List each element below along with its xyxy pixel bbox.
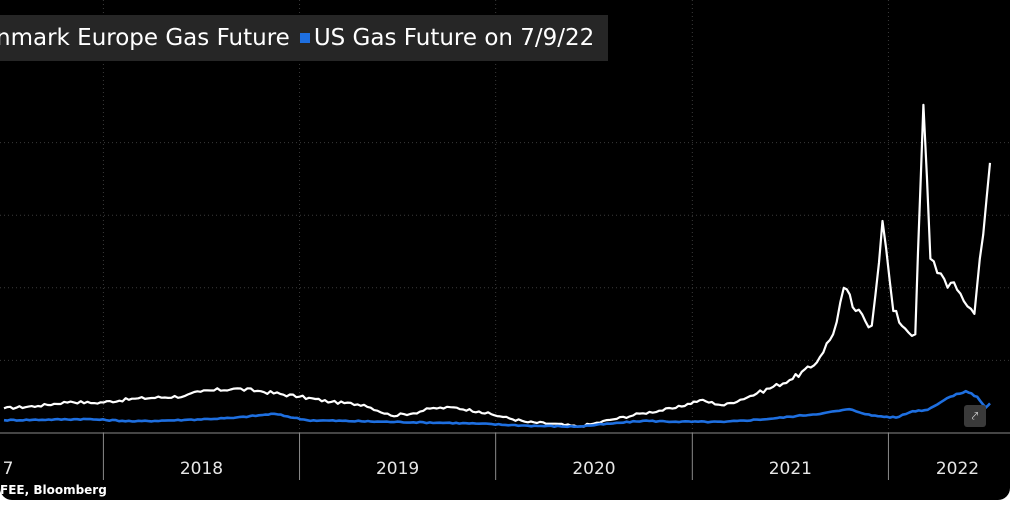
x-tick-label: 2021 [769, 459, 812, 479]
legend-label-us: US Gas Future on 7/9/22 [313, 25, 595, 51]
x-tick-label: 2018 [180, 459, 223, 479]
x-tick-label: 2022 [936, 459, 979, 479]
series-lines [3, 103, 992, 429]
source-note: FEE, Bloomberg [0, 483, 107, 497]
chart-panel: 7 2018 2019 2020 2021 2022 nmark Europe Gas F… [0, 0, 1010, 500]
series-line-europe [3, 103, 992, 428]
x-tick-label: 2019 [376, 459, 419, 479]
line-chart: 7 2018 2019 2020 2021 2022 [0, 0, 1010, 480]
expand-icon[interactable]: ⤤ [964, 405, 986, 427]
x-axis: 7 2018 2019 2020 2021 2022 [0, 432, 1010, 480]
legend-item-europe: nmark Europe Gas Future [0, 25, 290, 51]
legend: nmark Europe Gas Future US Gas Future on… [0, 15, 609, 61]
x-tick-label: 7 [3, 459, 14, 479]
legend-swatch-us [299, 33, 310, 43]
gridlines [0, 0, 1010, 433]
x-tick-label: 2020 [572, 459, 615, 479]
legend-item-us: US Gas Future on 7/9/22 [299, 25, 595, 51]
legend-label-europe: nmark Europe Gas Future [0, 25, 290, 51]
series-line-us [3, 389, 991, 429]
